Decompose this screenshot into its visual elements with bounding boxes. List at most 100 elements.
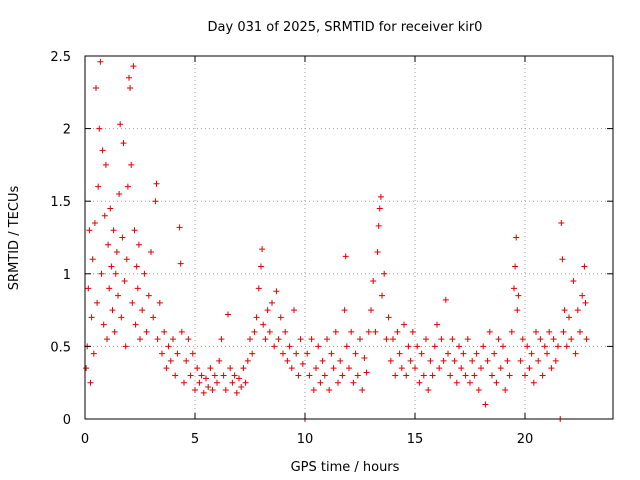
y-tick-label: 1 xyxy=(63,268,71,283)
data-point xyxy=(97,58,104,65)
data-point xyxy=(308,336,315,343)
data-point xyxy=(123,256,130,263)
data-point xyxy=(116,190,123,197)
data-point xyxy=(315,343,322,350)
data-point xyxy=(109,307,116,314)
data-point xyxy=(535,357,542,364)
axis-ticks: 0 0.5 1 1.5 2 2.5 0 5 10 15 20 xyxy=(50,50,613,447)
data-point xyxy=(332,328,339,335)
data-point xyxy=(216,357,223,364)
data-point xyxy=(258,263,264,270)
data-point xyxy=(130,63,137,70)
data-point xyxy=(86,227,93,234)
data-point xyxy=(405,343,412,350)
data-point xyxy=(321,372,328,379)
data-point xyxy=(211,372,218,379)
data-point xyxy=(94,299,101,306)
data-point xyxy=(546,328,553,335)
data-point xyxy=(214,379,220,386)
data-point xyxy=(568,336,575,343)
data-point xyxy=(359,386,366,393)
data-point xyxy=(135,241,142,248)
data-point xyxy=(185,336,192,343)
data-point xyxy=(189,350,196,357)
data-point xyxy=(440,357,447,364)
data-point xyxy=(438,336,445,343)
data-point xyxy=(150,314,157,321)
data-point xyxy=(91,219,98,226)
data-point xyxy=(530,379,537,386)
data-point xyxy=(537,336,544,343)
data-point xyxy=(145,292,152,299)
data-point xyxy=(124,183,131,190)
data-point xyxy=(506,372,513,379)
data-point xyxy=(357,336,363,343)
data-point xyxy=(398,365,405,372)
data-point xyxy=(574,307,581,314)
data-point xyxy=(266,328,273,335)
data-point xyxy=(163,365,170,372)
data-point xyxy=(524,343,531,350)
data-point xyxy=(555,343,561,350)
data-point xyxy=(403,372,410,379)
data-point xyxy=(105,241,112,248)
data-point xyxy=(431,343,438,350)
data-points xyxy=(83,58,590,422)
data-point xyxy=(187,372,194,379)
data-point xyxy=(310,386,317,393)
data-point xyxy=(401,321,407,328)
data-point xyxy=(192,386,198,393)
data-point xyxy=(242,379,249,386)
y-tick-label: 1.5 xyxy=(50,195,71,210)
data-point xyxy=(99,147,106,154)
data-point xyxy=(128,161,135,168)
data-point xyxy=(299,360,306,367)
data-point xyxy=(502,386,509,393)
data-point xyxy=(429,372,436,379)
data-point xyxy=(282,328,289,335)
data-point xyxy=(469,357,476,364)
data-point xyxy=(129,299,136,306)
data-point xyxy=(83,365,90,372)
data-point xyxy=(297,336,304,343)
y-tick-label: 0.5 xyxy=(50,340,71,355)
data-point xyxy=(117,121,124,128)
data-point xyxy=(306,372,313,379)
data-point xyxy=(514,307,521,314)
data-point xyxy=(131,227,138,234)
data-point xyxy=(350,379,357,386)
data-point xyxy=(100,321,107,328)
data-point xyxy=(200,389,207,396)
data-point xyxy=(544,350,550,357)
data-point xyxy=(416,379,423,386)
data-point xyxy=(106,285,113,292)
data-point xyxy=(249,350,256,357)
data-point xyxy=(122,343,129,350)
data-point xyxy=(489,372,495,379)
data-point xyxy=(385,314,392,321)
data-point xyxy=(376,205,383,212)
data-point xyxy=(218,336,225,343)
data-point xyxy=(240,365,247,372)
data-point xyxy=(264,307,271,314)
data-point xyxy=(407,357,414,364)
data-point xyxy=(436,365,443,372)
data-point xyxy=(447,372,454,379)
data-point xyxy=(317,379,324,386)
data-point xyxy=(89,256,96,263)
data-point xyxy=(98,270,105,277)
data-point xyxy=(90,350,97,357)
data-point xyxy=(259,246,266,253)
data-point xyxy=(225,311,231,318)
data-point xyxy=(493,379,500,386)
x-tick-label: 15 xyxy=(407,432,424,447)
data-point xyxy=(209,386,216,393)
data-point xyxy=(513,234,520,241)
data-point xyxy=(85,285,92,292)
data-point xyxy=(570,278,577,285)
data-point xyxy=(467,379,473,386)
data-point xyxy=(451,357,458,364)
data-point xyxy=(464,336,471,343)
data-point xyxy=(500,343,506,350)
data-point xyxy=(519,336,526,343)
